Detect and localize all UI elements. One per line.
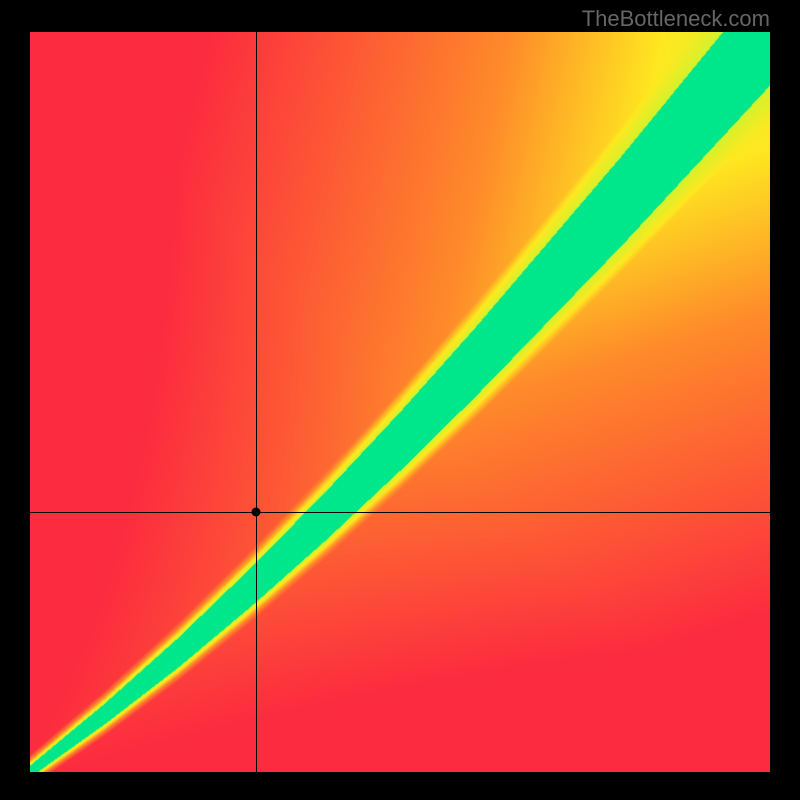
chart-frame: TheBottleneck.com — [0, 0, 800, 800]
plot-area — [30, 32, 770, 772]
heatmap-canvas — [30, 32, 770, 772]
marker-dot — [251, 507, 260, 516]
watermark-text: TheBottleneck.com — [582, 6, 770, 32]
crosshair-vertical — [256, 32, 257, 772]
crosshair-horizontal — [30, 512, 770, 513]
